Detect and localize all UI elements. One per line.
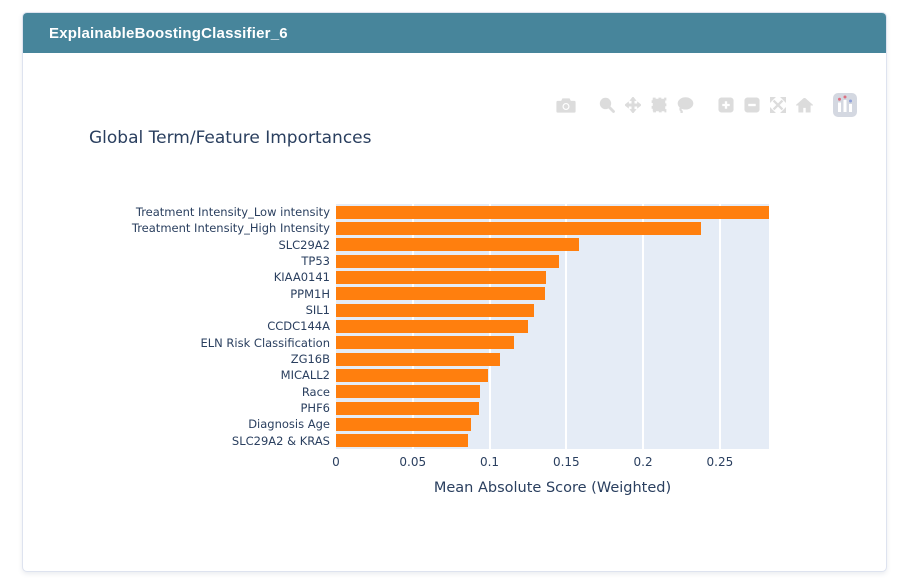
y-axis-label: SLC29A2 [278, 237, 330, 252]
bar[interactable] [336, 368, 488, 382]
modebar-group-download [553, 95, 579, 115]
bar-row: PPM1H [23, 286, 769, 302]
bar-track [336, 400, 769, 416]
bar[interactable] [336, 238, 579, 252]
bar[interactable] [336, 287, 545, 301]
bar[interactable] [336, 401, 479, 415]
bar[interactable] [336, 385, 481, 399]
bar-row: Diagnosis Age [23, 416, 769, 432]
y-axis-label: PHF6 [300, 401, 330, 416]
bar-track [336, 335, 769, 351]
bar[interactable] [336, 434, 469, 448]
x-tick-label: 0.15 [552, 455, 580, 469]
bar[interactable] [336, 270, 547, 284]
y-axis-label: SIL1 [305, 303, 330, 318]
x-tick-label: 0.05 [399, 455, 427, 469]
y-axis-label: MICALL2 [280, 368, 330, 383]
bar-row: ZG16B [23, 351, 769, 367]
box-select-icon[interactable] [646, 95, 672, 115]
y-axis-label: Race [301, 384, 330, 399]
x-tick-label: 0 [332, 455, 340, 469]
autoscale-icon[interactable] [765, 95, 791, 115]
card-header: ExplainableBoostingClassifier_6 [23, 13, 886, 53]
plotly-logo-icon[interactable] [832, 93, 858, 117]
y-axis-label: KIAA0141 [273, 270, 330, 285]
bar-row: SLC29A2 & KRAS [23, 433, 769, 449]
x-ticks: 0 0.05 0.1 0.15 0.2 0.25 [23, 455, 769, 471]
bar-track [336, 433, 769, 449]
reset-axes-icon[interactable] [791, 95, 817, 115]
bar-track [336, 269, 769, 285]
bar-track [336, 237, 769, 253]
y-axis-label: Diagnosis Age [248, 417, 330, 432]
bar-chart: Treatment Intensity_Low intensity Treatme… [23, 204, 769, 504]
y-axis-label: Treatment Intensity_High Intensity [131, 221, 330, 236]
y-axis-label: PPM1H [290, 286, 330, 301]
bar-row: SLC29A2 [23, 237, 769, 253]
bar-row: Race [23, 384, 769, 400]
bar-track [336, 367, 769, 383]
y-axis-label: TP53 [301, 254, 330, 269]
bar[interactable] [336, 417, 472, 431]
bar[interactable] [336, 254, 559, 268]
bar-row: Treatment Intensity_Low intensity [23, 204, 769, 220]
bar[interactable] [336, 352, 501, 366]
bar-row: ELN Risk Classification [23, 335, 769, 351]
bar-track [336, 204, 769, 220]
bar-track [336, 253, 769, 269]
pan-icon[interactable] [620, 95, 646, 115]
bar-row: Treatment Intensity_High Intensity [23, 220, 769, 236]
bar-track [336, 416, 769, 432]
card-title: ExplainableBoostingClassifier_6 [49, 24, 288, 42]
zoom-out-icon[interactable] [739, 95, 765, 115]
y-axis-label: ELN Risk Classification [200, 335, 330, 350]
bar[interactable] [336, 319, 528, 333]
bar[interactable] [336, 205, 769, 219]
camera-icon[interactable] [553, 95, 579, 115]
bar-row: PHF6 [23, 400, 769, 416]
x-axis-title: Mean Absolute Score (Weighted) [433, 480, 672, 496]
bar-rows: Treatment Intensity_Low intensity Treatme… [23, 204, 769, 449]
x-tick-label: 0.1 [479, 455, 500, 469]
bar[interactable] [336, 336, 515, 350]
bar-row: KIAA0141 [23, 269, 769, 285]
plotly-modebar [538, 93, 858, 117]
y-axis-label: ZG16B [290, 352, 330, 367]
y-axis-label: SLC29A2 & KRAS [231, 433, 330, 448]
gridline [642, 204, 645, 449]
gridline [718, 204, 721, 449]
y-axis-label: Treatment Intensity_Low intensity [135, 205, 330, 220]
zoom-icon[interactable] [594, 95, 620, 115]
lasso-select-icon[interactable] [672, 95, 698, 115]
bar-track [336, 302, 769, 318]
bar-track [336, 318, 769, 334]
modebar-group-scale [713, 95, 817, 115]
classifier-card: ExplainableBoostingClassifier_6 [22, 12, 887, 572]
bar-row: CCDC144A [23, 318, 769, 334]
modebar-group-zoom-pan [594, 95, 698, 115]
bar[interactable] [336, 221, 702, 235]
bar-row: MICALL2 [23, 367, 769, 383]
bar-track [336, 220, 769, 236]
bar-track [336, 384, 769, 400]
y-axis-label: CCDC144A [267, 319, 330, 334]
x-tick-label: 0.2 [633, 455, 653, 469]
chart-title: Global Term/Feature Importances [89, 128, 372, 148]
bar-row: TP53 [23, 253, 769, 269]
bar[interactable] [336, 303, 535, 317]
bar-track [336, 351, 769, 367]
x-tick-label: 0.25 [706, 455, 734, 469]
zoom-in-icon[interactable] [713, 95, 739, 115]
bar-row: SIL1 [23, 302, 769, 318]
gridline [565, 204, 568, 449]
bar-track [336, 286, 769, 302]
